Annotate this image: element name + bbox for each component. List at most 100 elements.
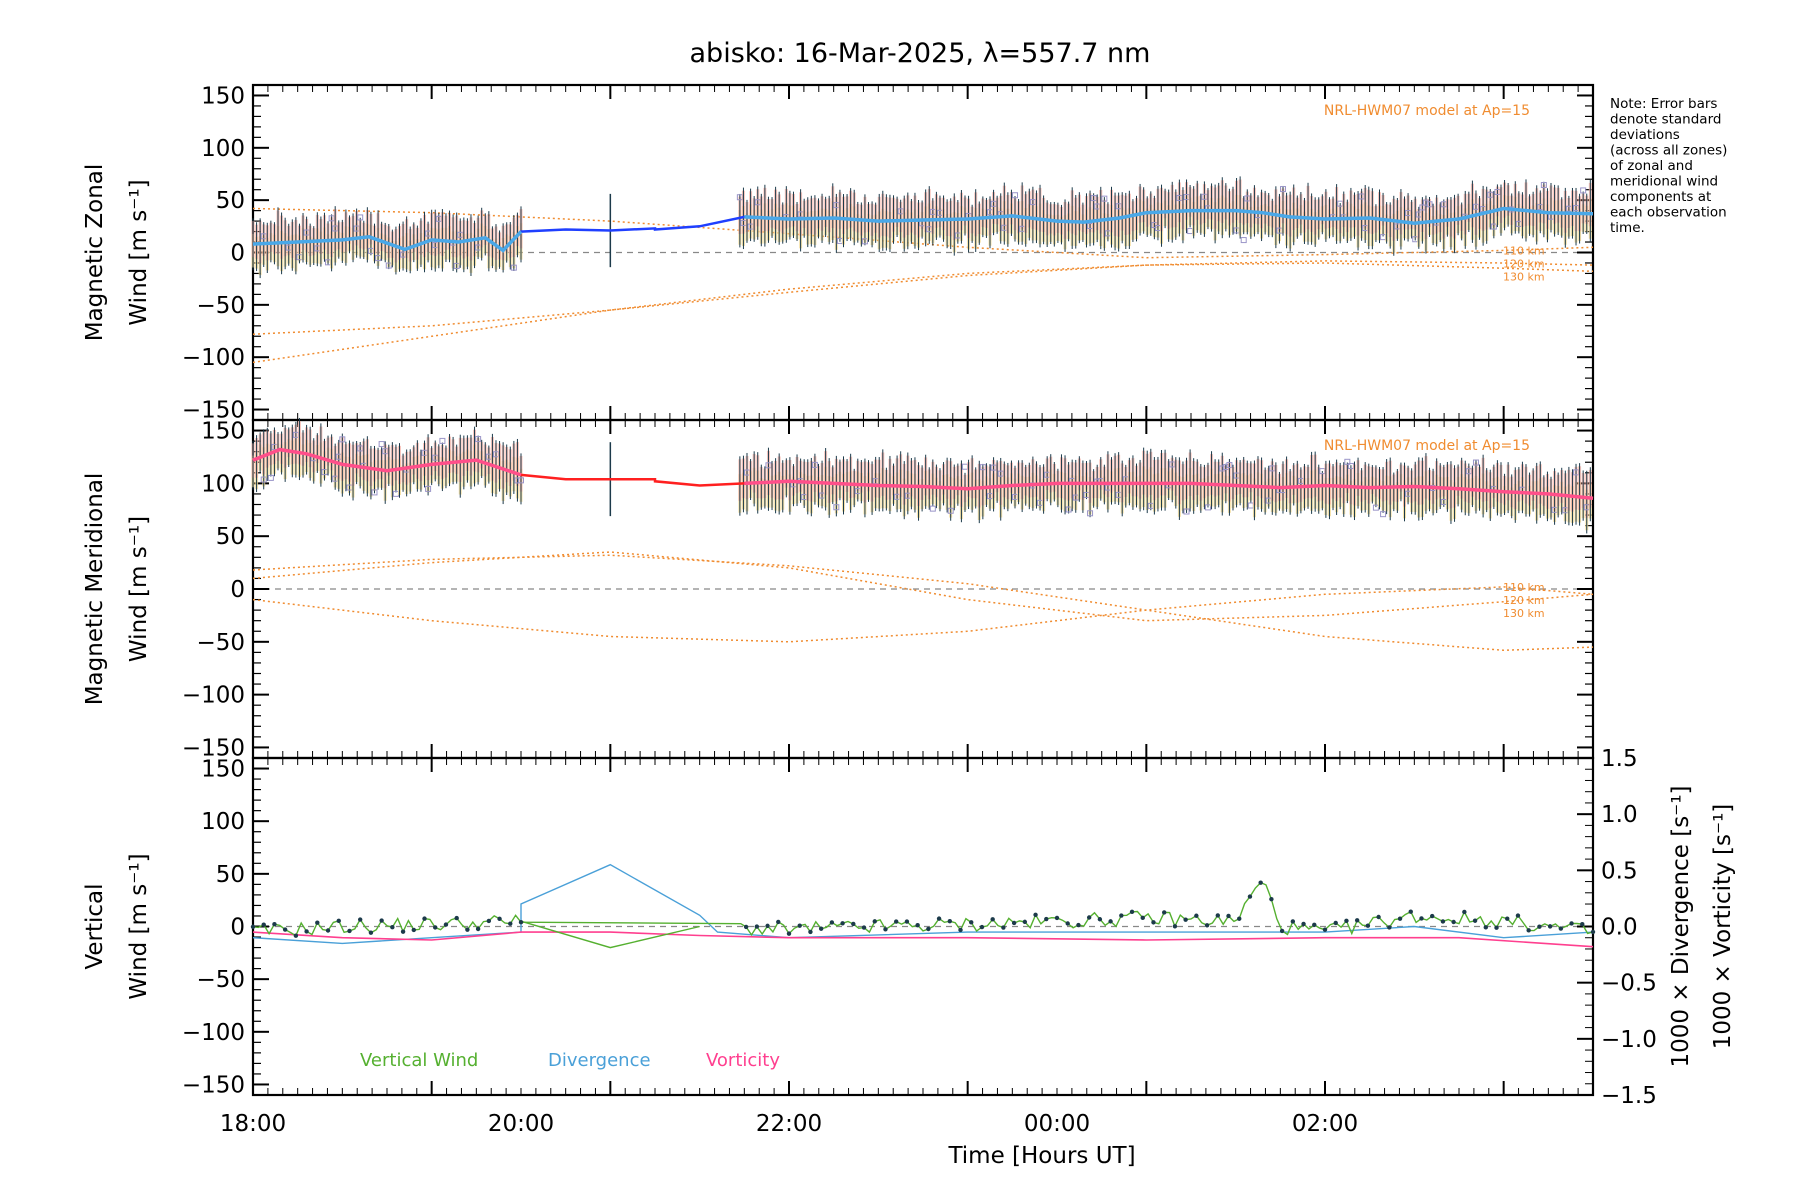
vertical-wind-point xyxy=(894,919,899,924)
vertical-wind-point xyxy=(315,920,320,925)
vertical-wind-point xyxy=(1129,909,1135,915)
altitude-label: 130 km xyxy=(1503,607,1545,620)
vertical-wind-point xyxy=(979,924,985,930)
divergence-axis-label: 1000 × Divergence [s⁻¹] xyxy=(1668,785,1694,1067)
smoothed-wind-line xyxy=(744,479,1594,500)
y-axis-label: Vertical xyxy=(82,883,108,969)
meridional-panel: 150 100 50 0 −50 −100 −150 Magnetic Meridional W… xyxy=(82,417,1595,761)
vertical-wind-point xyxy=(1140,915,1145,921)
zone-sample-point xyxy=(518,477,524,484)
vertical-wind-point xyxy=(1451,919,1456,925)
vertical-wind-point xyxy=(1247,894,1253,899)
zone-sample-point xyxy=(961,463,968,470)
vertical-wind-point xyxy=(465,927,470,932)
zone-sample-point xyxy=(1065,506,1072,513)
vertical-wind-point xyxy=(358,917,363,922)
vorticity-axis-label: 1000 × Vorticity [s⁻¹] xyxy=(1710,804,1736,1050)
vertical-wind-point xyxy=(990,917,995,922)
vertical-wind-point xyxy=(754,924,760,929)
y-axis-label: Magnetic Meridional xyxy=(82,473,108,706)
x-tick-label: 22:00 xyxy=(756,1111,822,1137)
zone-sample-point xyxy=(1183,508,1190,515)
y-tick-label: 150 xyxy=(201,419,245,445)
vertical-wind-point xyxy=(379,918,384,923)
legend-entry: Vorticity xyxy=(706,1050,780,1071)
note-line: time. xyxy=(1610,220,1645,236)
vertical-wind-point xyxy=(776,919,781,925)
vertical-wind-point xyxy=(1494,925,1499,930)
vertical-wind-point xyxy=(1462,909,1467,915)
note-line: of zonal and xyxy=(1610,158,1693,174)
vertical-wind-point xyxy=(1322,927,1328,932)
divergence-line xyxy=(252,863,1594,945)
vertical-wind-point xyxy=(304,929,309,934)
zone-sample-point xyxy=(357,214,364,221)
y-tick-label: −150 xyxy=(182,398,245,424)
hwm-model-curve xyxy=(252,551,1594,622)
vertical-wind-point xyxy=(368,930,374,935)
vorticity-line xyxy=(252,931,1594,948)
vertical-wind-point xyxy=(1162,910,1167,915)
zone-sample-point xyxy=(1426,201,1433,208)
hwm-model-curve xyxy=(252,262,1594,364)
vertical-wind-point xyxy=(508,921,513,926)
y-tick-label: 50 xyxy=(216,524,245,550)
zone-sample-point xyxy=(1490,223,1497,230)
vertical-wind-point xyxy=(1054,915,1060,921)
vertical-wind-point xyxy=(840,921,845,926)
y-tick-label: −50 xyxy=(196,293,245,319)
vertical-wind-point xyxy=(1204,923,1210,928)
zone-sample-point xyxy=(1087,510,1094,517)
altitude-label: 120 km xyxy=(1503,258,1545,271)
vertical-wind-point xyxy=(293,933,299,938)
vertical-wind-line xyxy=(252,881,1594,937)
vertical-wind-point xyxy=(1065,921,1070,926)
zone-sample-point xyxy=(947,507,954,514)
vertical-wind-point xyxy=(250,924,256,929)
zone-sample-point xyxy=(378,441,385,448)
vertical-wind-point xyxy=(454,915,459,921)
y-tick-label: 150 xyxy=(201,83,245,109)
zone-sample-point xyxy=(1280,186,1287,193)
note-line: deviations xyxy=(1610,127,1680,143)
y-axis-label: Magnetic Zonal xyxy=(82,164,108,342)
vertical-wind-point xyxy=(1033,912,1038,917)
chart-title: abisko: 16-Mar-2025, λ=557.7 nm xyxy=(690,38,1151,69)
right-tick-label: 0.5 xyxy=(1601,858,1638,884)
zone-sample-point xyxy=(1372,504,1379,511)
vertical-wind-point xyxy=(1086,915,1092,920)
vertical-wind-point xyxy=(261,922,266,927)
vertical-wind-point xyxy=(497,916,502,922)
vertical-wind-point xyxy=(1483,925,1489,930)
zone-sample-point xyxy=(811,461,818,468)
y-tick-label: 100 xyxy=(201,136,245,162)
vertical-wind-point xyxy=(325,928,331,933)
vertical-wind-point xyxy=(1333,920,1338,926)
zonal-panel: 150 100 50 0 −50 −100 −150 Magnetic Zonal Wind [… xyxy=(82,83,1595,424)
zone-sample-point xyxy=(1344,458,1351,465)
vertical-wind-point xyxy=(808,929,813,935)
zone-sample-point xyxy=(453,262,460,269)
vertical-wind-point xyxy=(1397,916,1403,921)
note-line: components at xyxy=(1610,189,1711,205)
right-tick-label: −1.5 xyxy=(1601,1083,1657,1109)
legend-entry: Vertical Wind xyxy=(360,1050,478,1071)
zone-sample-point xyxy=(929,505,936,512)
vertical-wind-point xyxy=(1226,913,1231,919)
vertical-wind-point xyxy=(336,918,341,924)
vertical-wind-point xyxy=(829,920,835,925)
zone-sample-point xyxy=(1540,181,1547,188)
zone-sample-point xyxy=(385,262,392,269)
y-tick-label: 50 xyxy=(216,188,245,214)
right-tick-label: 0.0 xyxy=(1601,915,1638,941)
zone-sample-point xyxy=(1380,511,1387,518)
vertical-wind-line xyxy=(520,920,700,949)
zone-sample-point xyxy=(1187,228,1194,235)
vertical-wind-point xyxy=(969,920,974,925)
zone-sample-point xyxy=(1472,459,1479,466)
note-line: Note: Error bars xyxy=(1610,96,1717,112)
vertical-wind-point xyxy=(1376,914,1381,920)
smoothed-wind-line xyxy=(252,230,523,253)
